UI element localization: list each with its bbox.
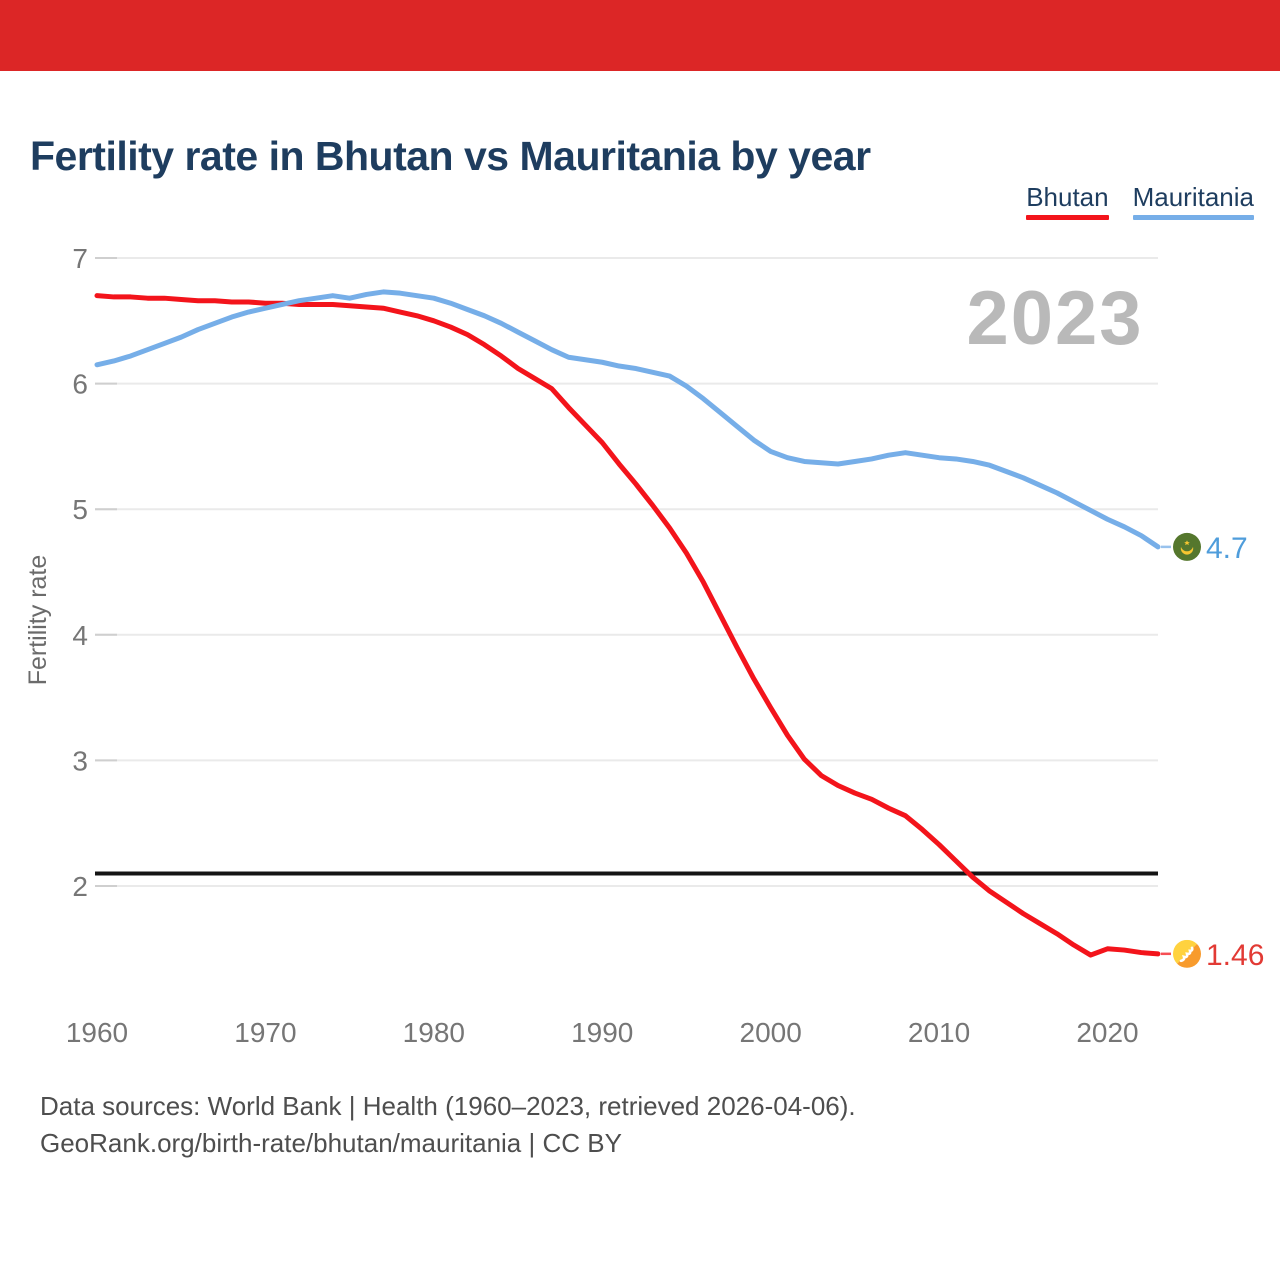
x-tick-label: 1980 [403, 1017, 465, 1048]
end-markers [1173, 532, 1201, 968]
watermark-year: 2023 [966, 276, 1143, 361]
footer-url: GeoRank.org/birth-rate/bhutan/mauritania… [40, 1128, 622, 1158]
y-tick-label: 6 [72, 369, 88, 400]
y-tick-label: 7 [72, 243, 88, 274]
legend-label-mauritania[interactable]: Mauritania [1132, 182, 1254, 212]
y-tick-label: 4 [72, 620, 88, 651]
footer-sources: Data sources: World Bank | Health (1960–… [40, 1091, 856, 1121]
mauritania-flag-icon [1173, 532, 1201, 561]
x-tick-label: 2000 [740, 1017, 802, 1048]
bhutan-line [94, 293, 1161, 958]
y-tick-label: 2 [72, 871, 88, 902]
end-value-labels: 1.46 4.7 [1206, 532, 1264, 972]
chart-title: Fertility rate in Bhutan vs Mauritania b… [30, 133, 871, 180]
x-tick-label: 1990 [571, 1017, 633, 1048]
mauritania-end-value: 4.7 [1206, 532, 1248, 565]
x-tick-label: 1960 [66, 1017, 128, 1048]
y-axis-title: Fertility rate [24, 555, 52, 686]
legend-item-bhutan[interactable]: Bhutan [1026, 182, 1109, 220]
y-tick-label: 5 [72, 494, 88, 525]
x-axis-labels: 1960 1970 1980 1990 2000 2010 2020 [66, 1017, 1139, 1048]
x-tick-label: 2010 [908, 1017, 970, 1048]
footer: Data sources: World Bank | Health (1960–… [40, 1088, 856, 1162]
x-tick-label: 2020 [1076, 1017, 1138, 1048]
legend-underline-mauritania [1132, 215, 1254, 220]
mauritania-line [94, 289, 1161, 550]
legend-underline-bhutan [1026, 215, 1109, 220]
legend-label-bhutan[interactable]: Bhutan [1026, 182, 1109, 212]
bhutan-end-value: 1.46 [1206, 939, 1264, 972]
top-banner [0, 0, 1280, 71]
x-tick-label: 1970 [234, 1017, 296, 1048]
series-lines [94, 289, 1171, 958]
y-tick-label: 3 [72, 745, 88, 776]
legend: Bhutan Mauritania [1026, 184, 1254, 220]
bhutan-flag-icon [1173, 939, 1201, 968]
legend-item-mauritania[interactable]: Mauritania [1132, 182, 1254, 220]
